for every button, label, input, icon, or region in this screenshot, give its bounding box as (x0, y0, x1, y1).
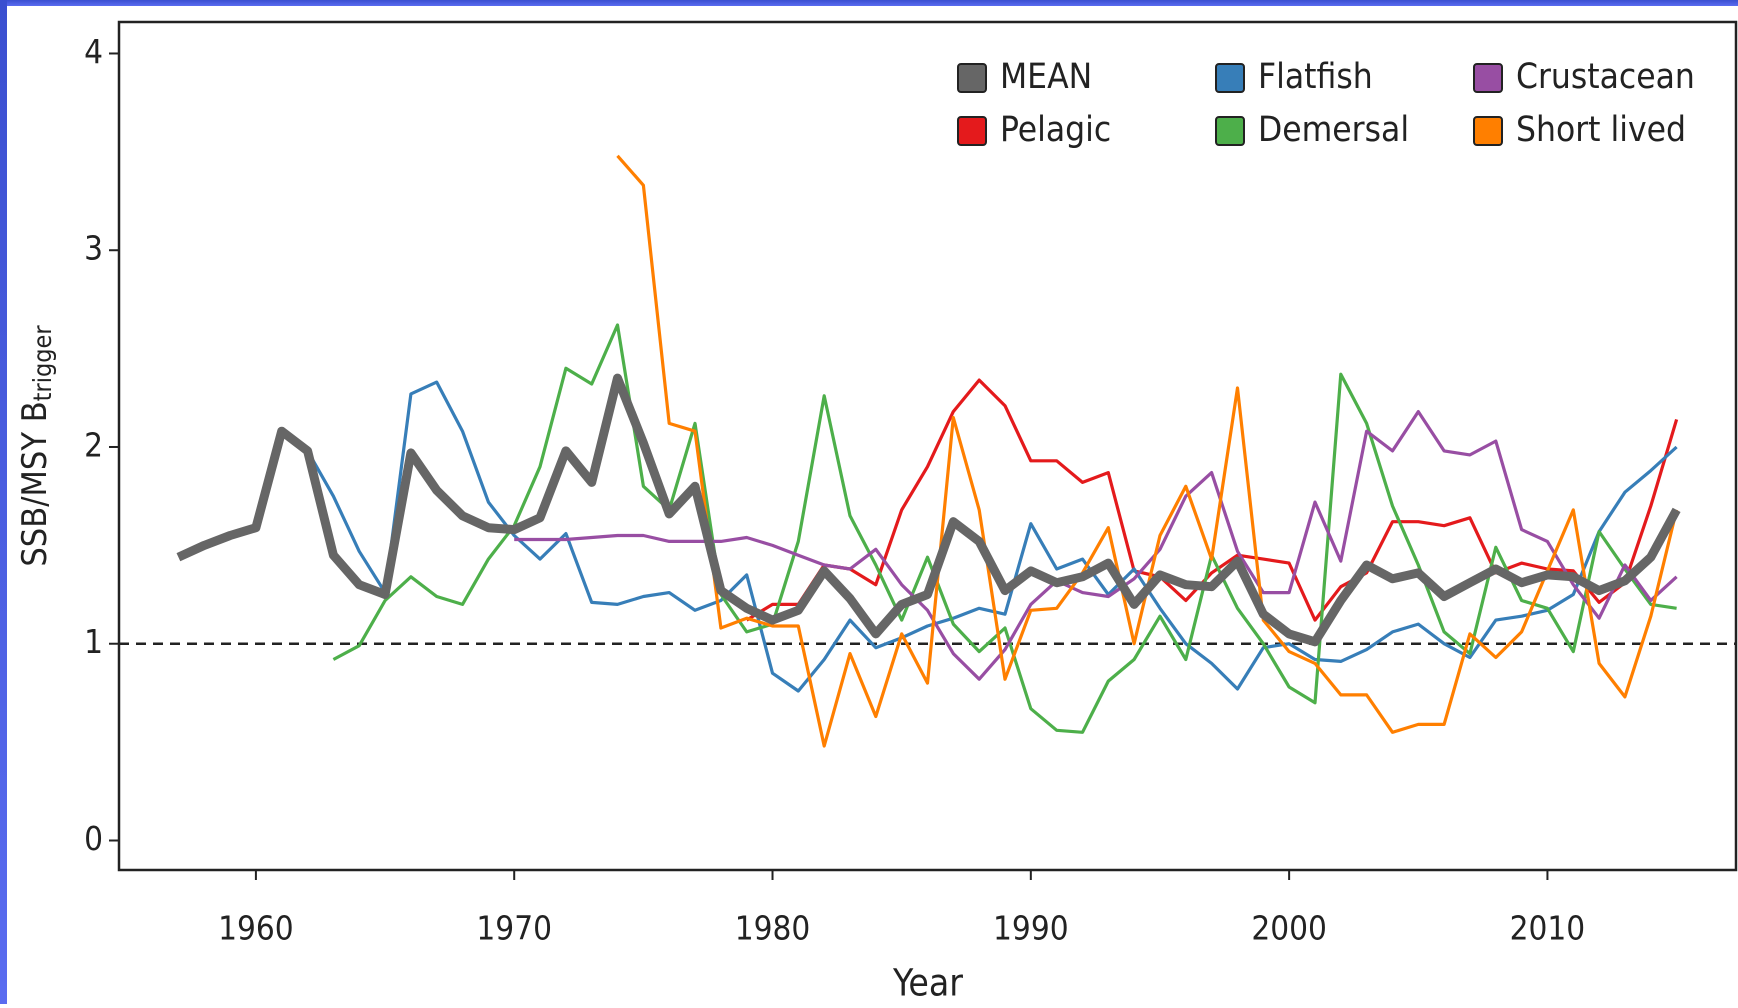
series-line (616, 154, 1679, 748)
y-axis-label-sub: trigger (28, 325, 57, 402)
series-line (176, 373, 1681, 647)
y-tick-label: 0 (84, 819, 103, 858)
x-axis-label: Year (892, 962, 963, 1005)
legend-swatch (957, 116, 987, 146)
legend-label: Demersal (1258, 110, 1409, 150)
x-tick-label: 1960 (218, 909, 294, 948)
y-axis-label: SSB/MSY Btrigger (15, 325, 58, 567)
x-tick-label: 1980 (735, 909, 811, 948)
legend-label: Short lived (1516, 110, 1686, 150)
legend-label: MEAN (1000, 57, 1092, 97)
plot-frame (117, 20, 1738, 872)
series-line (514, 410, 1678, 681)
legend-swatch (1473, 116, 1503, 146)
y-tick-label: 4 (84, 32, 103, 71)
legend-swatch (1473, 63, 1503, 93)
legend-label: Crustacean (1516, 57, 1695, 97)
series-line (306, 380, 1678, 693)
legend-label: Pelagic (1000, 110, 1111, 150)
legend-swatch (957, 63, 987, 93)
series-line (332, 323, 1677, 734)
legend-swatch (1215, 63, 1245, 93)
frame-top (0, 0, 1738, 6)
y-tick-label: 1 (84, 622, 103, 661)
x-tick-label: 2000 (1251, 909, 1327, 948)
y-tick-label: 3 (84, 229, 103, 268)
y-axis-label-main: SSB/MSY B (15, 401, 55, 566)
legend-label: Flatfish (1258, 57, 1373, 97)
x-tick-label: 1990 (993, 909, 1069, 948)
x-tick-label: 1970 (476, 909, 552, 948)
legend-swatch (1215, 116, 1245, 146)
frame-left (0, 0, 7, 1004)
x-tick-label: 2010 (1510, 909, 1586, 948)
series-line (745, 378, 1679, 622)
y-tick-label: 2 (84, 425, 103, 464)
